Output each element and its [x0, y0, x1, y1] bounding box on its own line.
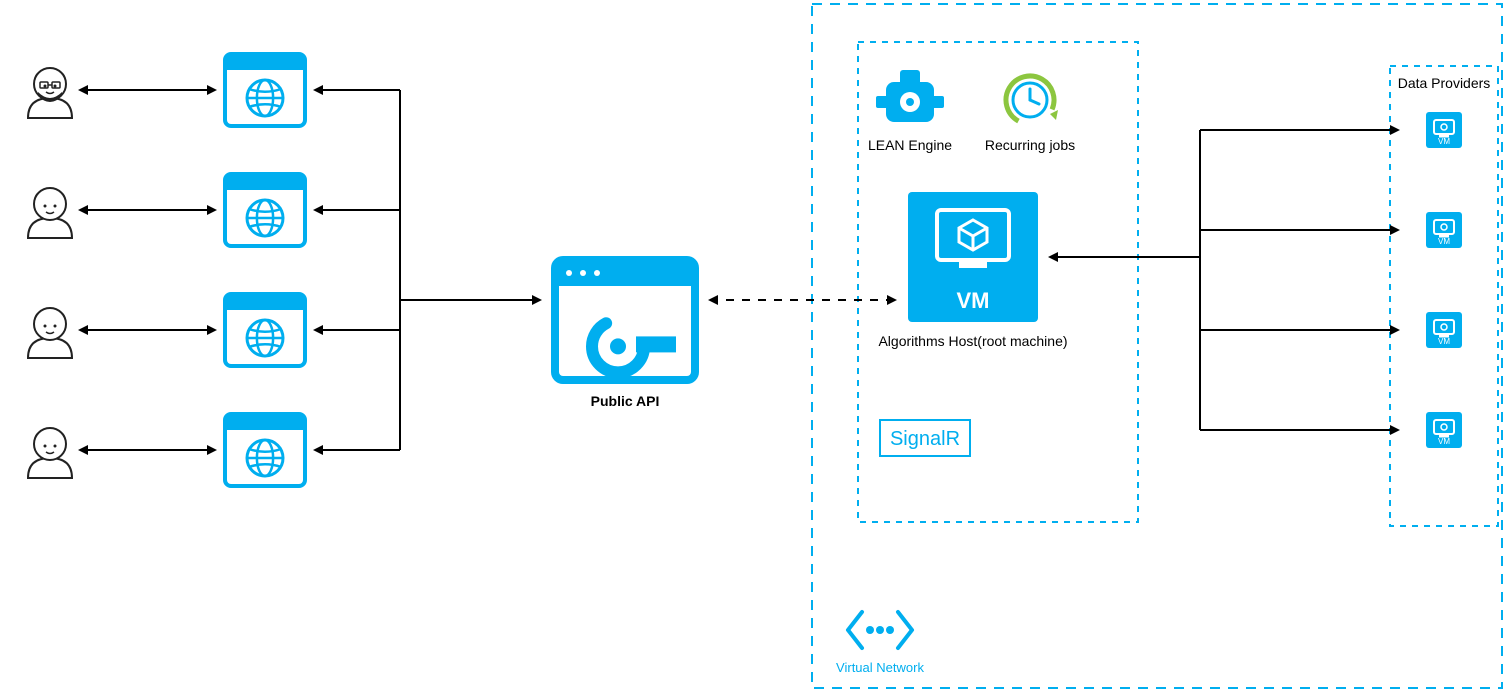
user-icon: [28, 188, 72, 238]
vm-caption: Algorithms Host(root machine): [878, 333, 1067, 349]
browser-window-icon: [225, 414, 305, 486]
recurring-jobs-icon: [997, 67, 1063, 133]
browser-window-icon: [225, 54, 305, 126]
svg-text:VM: VM: [1438, 437, 1450, 446]
lean-engine-icon: [876, 70, 944, 122]
vm-tile-label: VM: [957, 288, 990, 313]
user-icon: [28, 308, 72, 358]
signalr-label: SignalR: [890, 428, 960, 450]
recurring-jobs-label: Recurring jobs: [985, 137, 1075, 153]
data-provider-vm-icon: VM: [1426, 112, 1462, 148]
data-provider-vm-icon: VM: [1426, 412, 1462, 448]
browser-window-icon: [225, 174, 305, 246]
data-providers-title: Data Providers: [1398, 75, 1491, 91]
public-api-icon: [555, 260, 695, 380]
svg-text:VM: VM: [1438, 237, 1450, 246]
user-icon: [28, 68, 72, 118]
user-icon: [28, 428, 72, 478]
browser-window-icon: [225, 294, 305, 366]
data-provider-vm-icon: VM: [1426, 212, 1462, 248]
svg-text:VM: VM: [1438, 337, 1450, 346]
data-provider-vm-icon: VM: [1426, 312, 1462, 348]
virtual-network-icon: Virtual Network: [836, 612, 924, 675]
virtual-network-label: Virtual Network: [836, 660, 924, 675]
public-api-label: Public API: [591, 393, 660, 409]
lean-engine-label: LEAN Engine: [868, 137, 952, 153]
svg-text:VM: VM: [1438, 137, 1450, 146]
